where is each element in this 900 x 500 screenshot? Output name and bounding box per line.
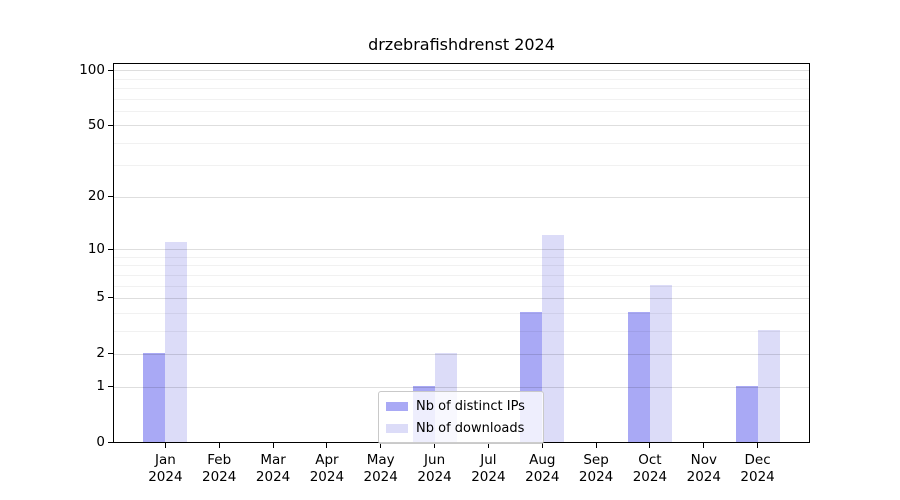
bar-ips-jan <box>143 353 166 442</box>
x-tick-label: Jun 2024 <box>417 452 452 485</box>
x-tick <box>218 443 220 448</box>
x-tick <box>164 443 166 448</box>
y-tick-label: 5 <box>96 289 105 306</box>
x-tick-label: Jul 2024 <box>471 452 506 485</box>
x-tick <box>541 443 543 448</box>
y-tick-label: 1 <box>96 378 105 395</box>
major-gridline <box>114 297 809 299</box>
legend-row: Nb of downloads <box>386 419 535 438</box>
major-gridline <box>114 386 809 388</box>
minor-gridline <box>114 110 809 112</box>
x-tick-label: Mar 2024 <box>255 452 291 485</box>
legend-swatch-downloads <box>386 424 408 433</box>
y-tick-label: 50 <box>87 116 105 133</box>
x-tick-label: May 2024 <box>363 452 398 485</box>
x-tick <box>380 443 382 448</box>
y-tick <box>108 386 113 388</box>
y-tick-label: 0 <box>96 434 105 450</box>
minor-gridline <box>114 142 809 144</box>
y-tick-label: 100 <box>79 61 105 78</box>
y-tick <box>108 248 113 250</box>
minor-gridline <box>114 265 809 267</box>
legend-row: Nb of distinct IPs <box>386 397 535 416</box>
x-tick <box>434 443 436 448</box>
y-tick <box>108 196 113 198</box>
bar-downloads-jan <box>165 241 188 442</box>
legend-label: Nb of distinct IPs <box>416 398 525 414</box>
minor-gridline <box>114 165 809 167</box>
x-tick-label: Aug 2024 <box>525 452 560 485</box>
x-tick <box>703 443 705 448</box>
x-tick <box>326 443 328 448</box>
y-tick-label: 10 <box>87 240 105 257</box>
legend-swatch-distinct-ips <box>386 402 408 411</box>
y-tick-label: 20 <box>87 188 105 205</box>
y-tick <box>108 353 113 355</box>
bar-downloads-oct <box>649 285 672 442</box>
x-tick-label: Oct 2024 <box>632 452 668 485</box>
bar-ips-dec <box>735 386 758 442</box>
major-gridline <box>114 353 809 355</box>
y-tick <box>108 69 113 71</box>
y-tick-label: 2 <box>96 345 105 362</box>
minor-gridline <box>114 98 809 100</box>
major-gridline <box>114 249 809 250</box>
plot-area <box>113 63 810 443</box>
minor-gridline <box>114 330 809 332</box>
x-tick <box>487 443 489 448</box>
y-tick <box>108 124 113 126</box>
x-tick <box>272 443 274 448</box>
major-gridline <box>114 196 809 198</box>
x-tick-label: Jan 2024 <box>148 452 183 485</box>
x-tick <box>649 443 651 448</box>
bar-ips-oct <box>627 312 650 442</box>
major-gridline <box>114 70 809 72</box>
x-tick-label: Sep 2024 <box>578 452 614 485</box>
x-tick <box>757 443 759 448</box>
minor-gridline <box>114 256 809 258</box>
y-tick <box>108 297 113 299</box>
chart-title: drzebrafishdrenst 2024 <box>368 35 555 54</box>
minor-gridline <box>114 78 809 80</box>
x-tick <box>595 443 597 448</box>
bar-downloads-aug <box>542 235 565 442</box>
x-tick-label: Nov 2024 <box>686 452 721 485</box>
major-gridline <box>114 125 809 127</box>
minor-gridline <box>114 312 809 314</box>
x-tick-label: Apr 2024 <box>309 452 345 485</box>
y-tick <box>108 442 113 443</box>
legend: Nb of distinct IPs Nb of downloads <box>378 391 544 444</box>
minor-gridline <box>114 274 809 276</box>
minor-gridline <box>114 285 809 287</box>
minor-gridline <box>114 87 809 89</box>
x-tick-label: Dec 2024 <box>740 452 775 485</box>
legend-label: Nb of downloads <box>416 420 525 436</box>
bar-downloads-dec <box>757 330 780 442</box>
x-tick-label: Feb 2024 <box>202 452 237 485</box>
